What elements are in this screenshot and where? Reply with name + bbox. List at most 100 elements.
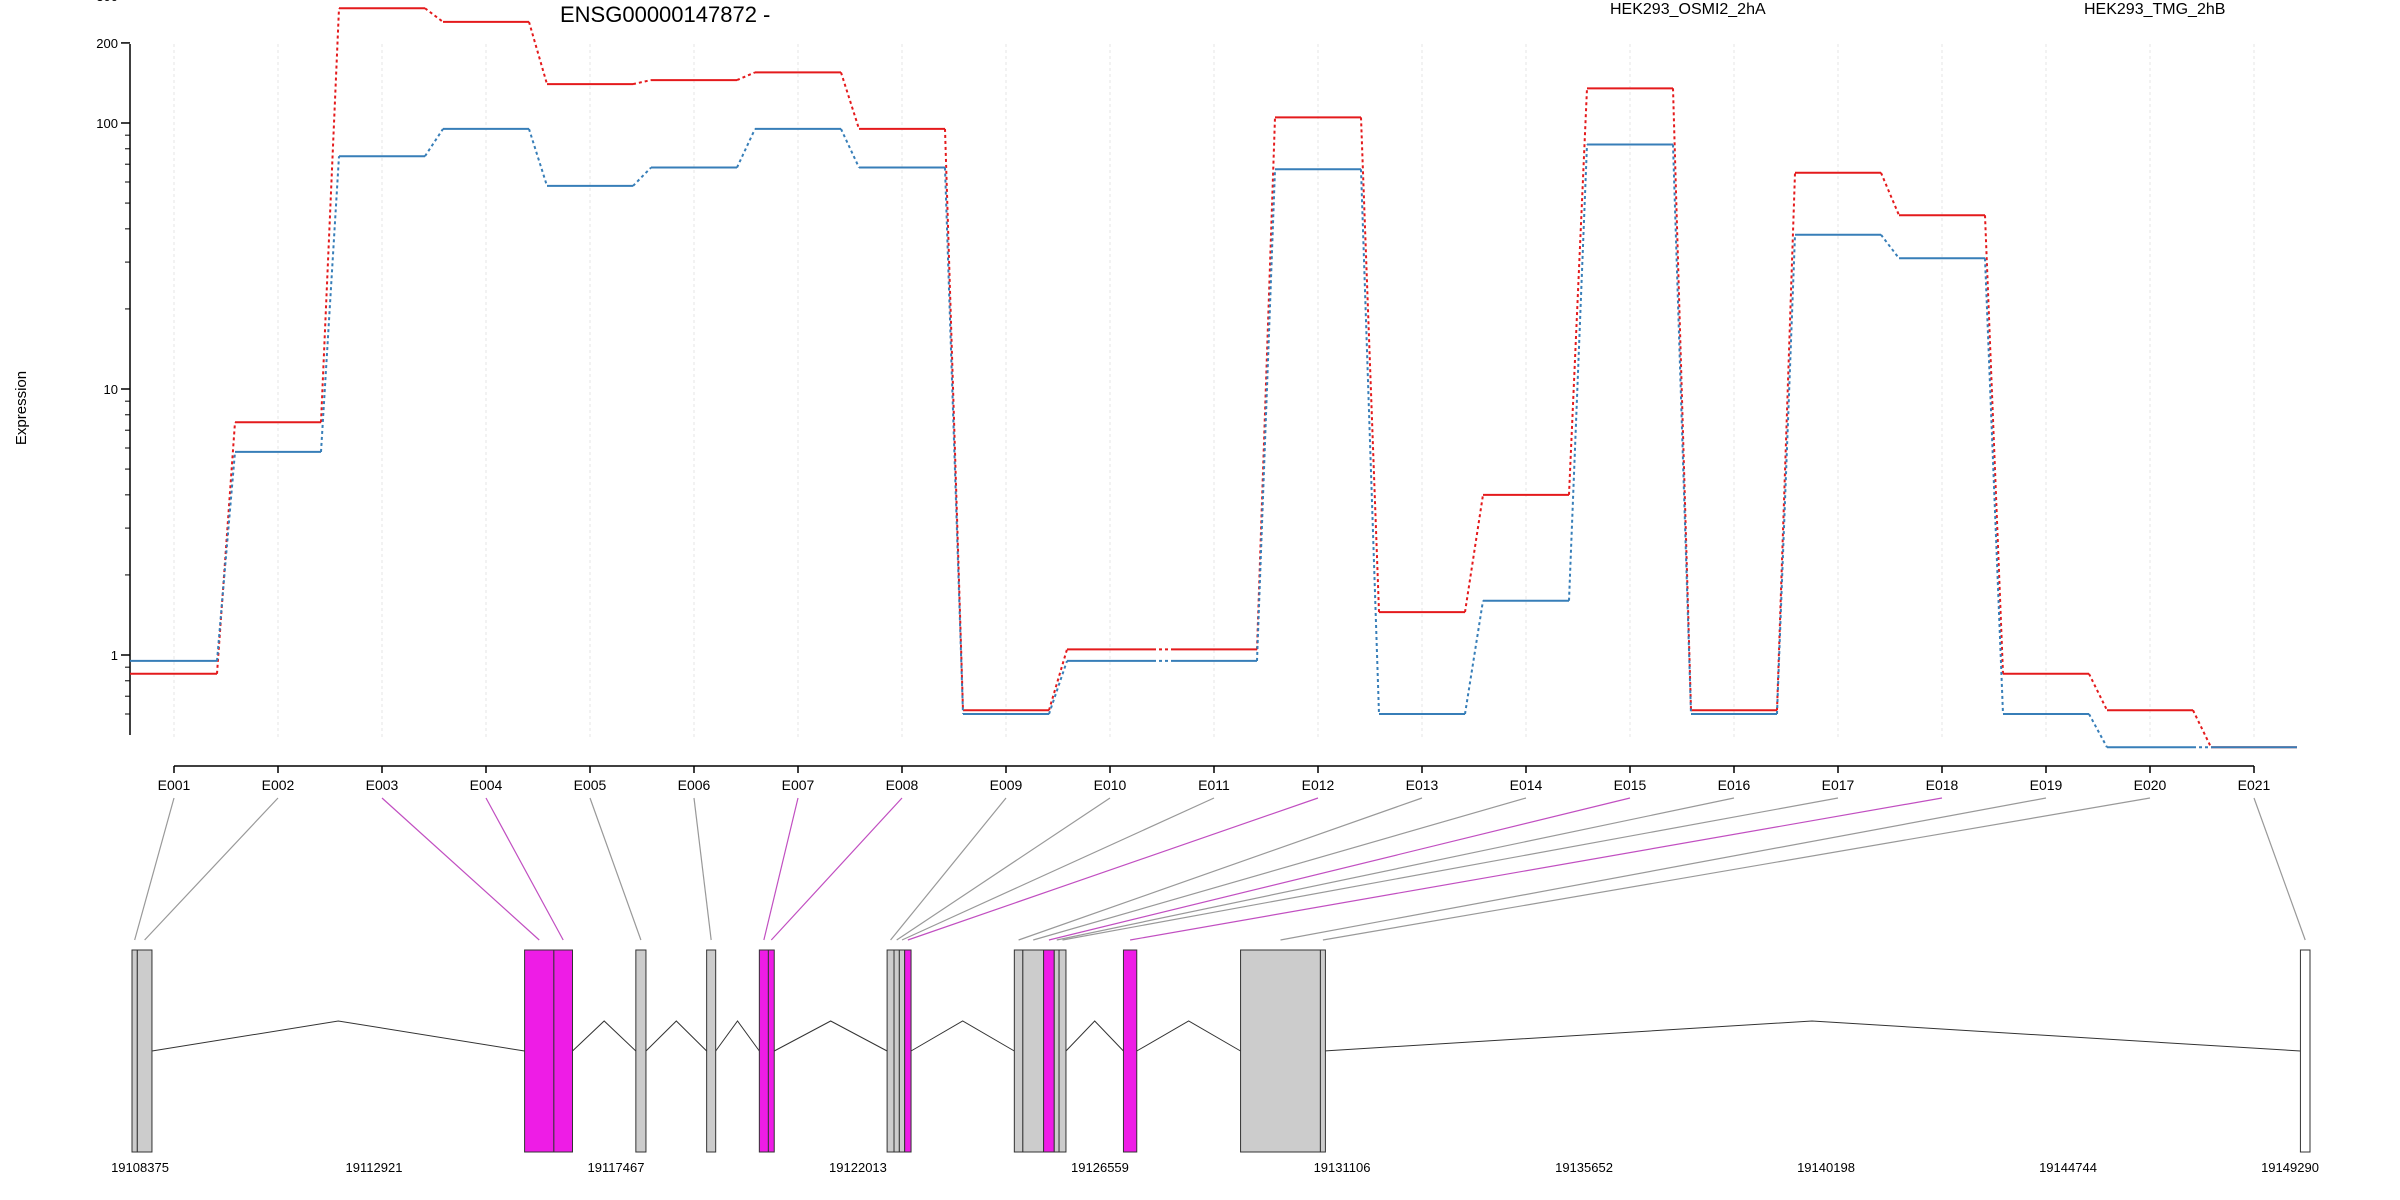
y-tick-label: 300 — [96, 0, 118, 4]
exon-label: E012 — [1302, 777, 1335, 793]
exon-box — [886, 949, 895, 1153]
y-tick-label: 1 — [111, 648, 118, 663]
series-1-transition — [1048, 649, 1068, 711]
exon-connector — [693, 797, 712, 941]
exon-connector — [896, 797, 1111, 941]
exon-box — [1240, 949, 1321, 1153]
y-tick-label: 10 — [104, 382, 118, 397]
exon-box — [136, 949, 153, 1153]
intron-line — [151, 1020, 525, 1052]
exon-box — [1013, 949, 1024, 1153]
series-2-transition — [216, 451, 236, 662]
series-2-transition — [944, 167, 964, 715]
y-axis: 1 10 100 200 300 — [96, 0, 131, 735]
exon-connector — [589, 797, 642, 941]
series-2-transition — [1360, 169, 1380, 715]
legend-series-2: HEK293_TMG_2hB — [2084, 1, 2225, 18]
series-2-transition — [736, 128, 756, 168]
series-1-transition — [424, 7, 444, 23]
exon-label: E019 — [2030, 777, 2063, 793]
exon-connector — [1048, 797, 1631, 941]
series-1-transition — [1256, 117, 1276, 650]
series-2-transition — [320, 156, 340, 452]
exon-label: E007 — [782, 777, 815, 793]
series-2-transition — [424, 128, 444, 157]
series-2-transition — [528, 128, 548, 187]
exon-box — [1043, 949, 1055, 1153]
coordinate-label: 19149290 — [2261, 1160, 2319, 1175]
coordinate-label: 19140198 — [1797, 1160, 1855, 1175]
exon-connector — [144, 797, 279, 941]
exon-label: E020 — [2134, 777, 2167, 793]
exon-box — [1053, 949, 1060, 1153]
intron-line — [645, 1020, 707, 1052]
genomic-coordinate-axis: 19108375 19112921 19117467 19122013 19126559… — [111, 1160, 2319, 1175]
series-lines — [130, 7, 2297, 749]
exon-connector — [1280, 797, 2047, 941]
exon-label: E016 — [1718, 777, 1751, 793]
exon-connector — [381, 797, 540, 941]
intron-line — [910, 1020, 1015, 1052]
series-1-transition — [216, 422, 236, 674]
exon-box — [904, 949, 912, 1153]
legend-series-1: HEK293_OSMI2_2hA — [1610, 1, 1766, 18]
exon-connector — [1062, 797, 1839, 941]
exon-box — [1058, 949, 1067, 1153]
series-2-transition — [1880, 234, 1900, 259]
series-1-transition — [320, 8, 340, 423]
intron-line — [1323, 1020, 2301, 1052]
exon-box — [524, 949, 555, 1153]
exon-label: E010 — [1094, 777, 1127, 793]
coordinate-label: 19135652 — [1555, 1160, 1613, 1175]
gene-model — [131, 949, 2311, 1153]
exon-connector — [485, 797, 564, 941]
intron-line — [774, 1020, 888, 1052]
series-1-transition — [736, 71, 756, 81]
exon-label: E001 — [158, 777, 191, 793]
exon-box — [706, 949, 717, 1153]
exon-label: E003 — [366, 777, 399, 793]
series-2-transition — [2088, 713, 2108, 748]
coordinate-label: 19108375 — [111, 1160, 169, 1175]
series-1-transition — [2088, 673, 2108, 711]
exon-connector — [901, 797, 1215, 941]
exon-connector — [1322, 797, 2151, 941]
exon-box — [758, 949, 769, 1153]
series-1-transition — [840, 72, 860, 130]
series-2-transition — [840, 128, 860, 168]
intron-line — [572, 1020, 637, 1052]
exon-label: E004 — [470, 777, 503, 793]
exon-connector — [1033, 797, 1527, 941]
series-2-transition — [632, 166, 652, 187]
intron-line — [715, 1020, 760, 1052]
exon-connector — [907, 797, 1319, 941]
exon-label: E017 — [1822, 777, 1855, 793]
coordinate-label: 19122013 — [829, 1160, 887, 1175]
exon-connector — [1018, 797, 1423, 941]
exon-box — [131, 949, 138, 1153]
exon-label: E002 — [262, 777, 295, 793]
exon-box — [893, 949, 900, 1153]
series-1-transition — [632, 79, 652, 86]
coordinate-label: 19131106 — [1314, 1160, 1371, 1175]
series-2-transition — [1776, 234, 1796, 715]
exon-connector — [763, 797, 799, 941]
y-tick-label: 200 — [96, 36, 118, 51]
exon-connector — [770, 797, 903, 941]
grid-lines — [173, 44, 2255, 740]
exon-box — [2299, 949, 2311, 1153]
exon-box — [1122, 949, 1138, 1153]
exon-connector — [1056, 797, 1735, 941]
exon-label: E018 — [1926, 777, 1959, 793]
coordinate-label: 19117467 — [588, 1160, 645, 1175]
exon-label: E015 — [1614, 777, 1647, 793]
x-axis: E001 E002 E003 E004 E005 E006 E007 E008 E009 E010… — [158, 765, 2271, 793]
chart-title: ENSG00000147872 - — [560, 2, 770, 27]
series-2-transition — [1568, 144, 1588, 601]
coordinate-label: 19144744 — [2039, 1160, 2097, 1175]
series-2-transition — [1672, 144, 1692, 715]
coordinate-label: 19126559 — [1071, 1160, 1129, 1175]
series-2-transition — [1984, 258, 2004, 715]
coordinate-label: 19112921 — [346, 1160, 403, 1175]
